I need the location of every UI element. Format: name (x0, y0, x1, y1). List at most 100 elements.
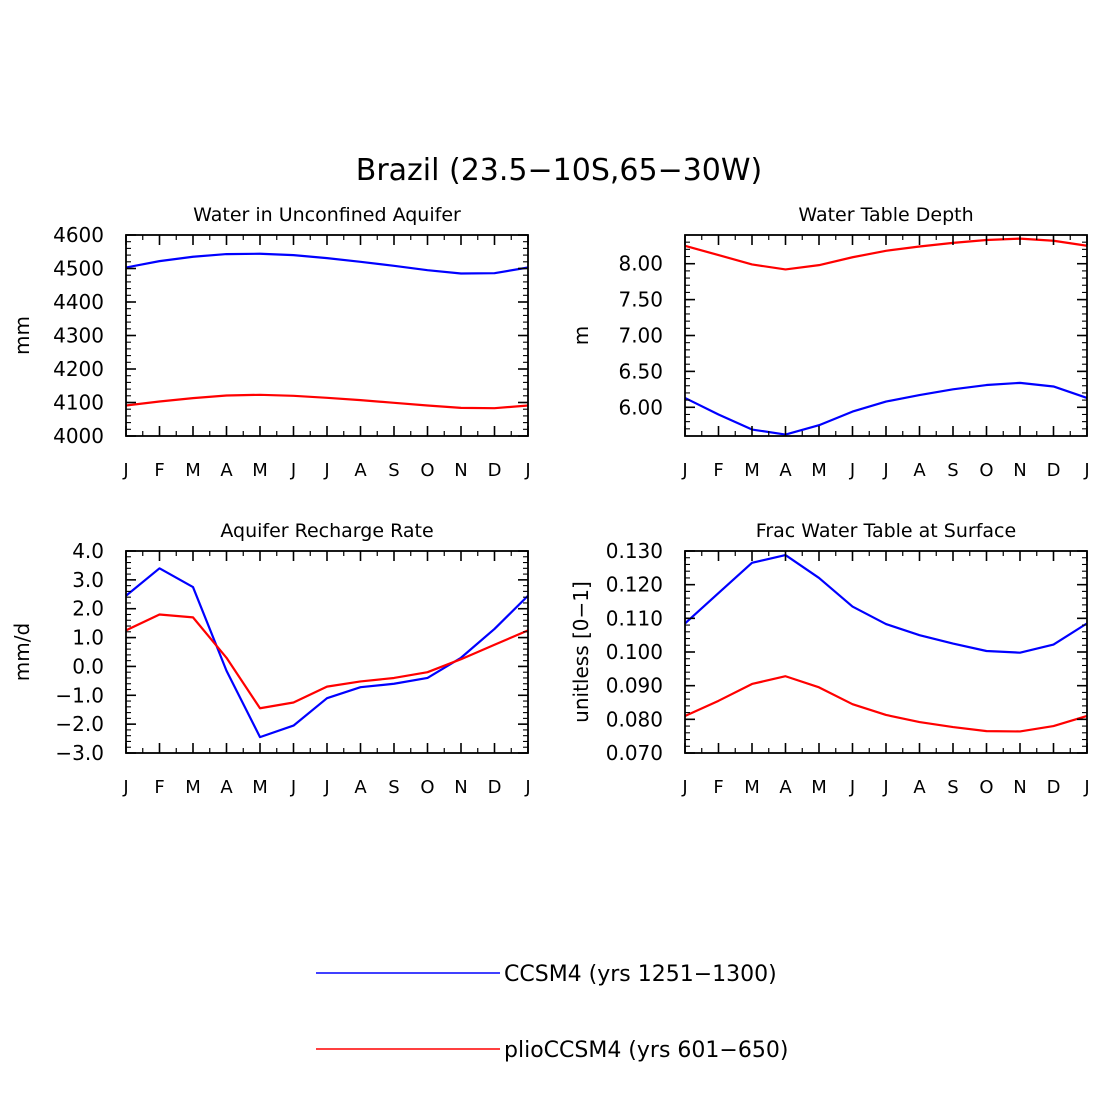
recharge-rate-xtick-label: J (524, 777, 530, 798)
frac-water-table-ytick-label: 0.120 (606, 573, 663, 597)
frac-water-table-xtick-label: S (947, 777, 958, 798)
recharge-rate-xtick-label: M (252, 777, 268, 798)
recharge-rate-title: Aquifer Recharge Rate (220, 520, 433, 542)
aquifer-water-title: Water in Unconfined Aquifer (193, 204, 461, 226)
frac-water-table-xtick-label: M (744, 777, 760, 798)
water-table-depth-ytick-label: 8.00 (618, 252, 663, 276)
water-table-depth-xtick-label: S (947, 460, 958, 481)
aquifer-water-ytick-label: 4600 (53, 223, 104, 247)
legend: CCSM4 (yrs 1251−1300) plioCCSM4 (yrs 601… (316, 962, 788, 1063)
recharge-rate-series-plio (125, 613, 529, 710)
aquifer-water-xtick-label: A (354, 460, 367, 481)
frac-water-table-series-plio (684, 675, 1088, 733)
aquifer-water-xtick-label: J (290, 460, 296, 481)
recharge-rate-xtick-label: M (185, 777, 201, 798)
water-table-depth-ytick-label: 6.50 (618, 359, 663, 383)
recharge-rate-xtick-label: J (290, 777, 296, 798)
aquifer-water-ytick-label: 4400 (53, 290, 104, 314)
recharge-rate-xtick-label: A (220, 777, 233, 798)
recharge-rate-xtick-label: J (323, 777, 329, 798)
recharge-rate-ytick-label: 2.0 (72, 597, 104, 621)
water-table-depth-xtick-label: N (1013, 460, 1026, 481)
frac-water-table-xtick-label: O (979, 777, 993, 798)
frac-water-table-ytick-label: 0.130 (606, 539, 663, 563)
aquifer-water-frame (125, 234, 529, 437)
water-table-depth-xtick-label: J (681, 460, 687, 481)
recharge-rate-ytick-label: −2.0 (55, 712, 104, 736)
aquifer-water-ytick-label: 4000 (53, 424, 104, 448)
frac-water-table-xtick-label: A (779, 777, 792, 798)
aquifer-water-ytick-label: 4300 (53, 324, 104, 348)
frac-water-table-ytick-label: 0.100 (606, 640, 663, 664)
recharge-rate-xtick-label: O (420, 777, 434, 798)
frac-water-table-xtick-label: N (1013, 777, 1026, 798)
aquifer-water-xtick-label: F (154, 460, 164, 481)
water-table-depth-xtick-label: J (882, 460, 888, 481)
aquifer-water-xtick-label: N (454, 460, 467, 481)
recharge-rate-ytick-label: 3.0 (72, 568, 104, 592)
frac-water-table-xtick-label: J (1083, 777, 1089, 798)
recharge-rate-ytick-label: −1.0 (55, 683, 104, 707)
aquifer-water-xtick-label: M (185, 460, 201, 481)
frac-water-table-xtick-label: F (713, 777, 723, 798)
aquifer-water-ytick-label: 4500 (53, 257, 104, 281)
aquifer-water-xtick-label: M (252, 460, 268, 481)
recharge-rate-ytick-label: 0.0 (72, 654, 104, 678)
frac-water-table-ytick-label: 0.080 (606, 707, 663, 731)
frac-water-table-ylabel: unitless [0−1] (569, 581, 593, 723)
frac-water-table-title: Frac Water Table at Surface (756, 520, 1016, 542)
aquifer-water-ytick-label: 4100 (53, 391, 104, 415)
water-table-depth-frame (684, 234, 1088, 437)
aquifer-water-xtick-label: J (122, 460, 128, 481)
recharge-rate-xtick-label: S (388, 777, 399, 798)
water-table-depth-xtick-label: M (744, 460, 760, 481)
aquifer-water-series-ccsm4 (125, 252, 529, 275)
frac-water-table-xtick-label: A (913, 777, 926, 798)
water-table-depth-xtick-label: F (713, 460, 723, 481)
frac-water-table-xtick-label: J (882, 777, 888, 798)
recharge-rate-xtick-label: D (488, 777, 502, 798)
frac-water-table-ytick-label: 0.070 (606, 741, 663, 765)
water-table-depth-ytick-label: 7.50 (618, 288, 663, 312)
frac-water-table-ytick-label: 0.110 (606, 606, 663, 630)
aquifer-water-ytick-label: 4200 (53, 357, 104, 381)
frac-water-table-xtick-label: J (681, 777, 687, 798)
water-table-depth-ytick-label: 7.00 (618, 324, 663, 348)
recharge-rate-series-ccsm4 (125, 567, 529, 739)
frac-water-table-ytick-label: 0.090 (606, 674, 663, 698)
aquifer-water-xtick-label: A (220, 460, 233, 481)
legend-label-plio: plioCCSM4 (yrs 601−650) (504, 1038, 788, 1063)
water-table-depth-xtick-label: A (913, 460, 926, 481)
water-table-depth-xtick-label: D (1047, 460, 1061, 481)
aquifer-water-ylabel: mm (10, 316, 34, 355)
recharge-rate-xtick-label: F (154, 777, 164, 798)
recharge-rate-ytick-label: −3.0 (55, 741, 104, 765)
frac-water-table-xtick-label: M (811, 777, 827, 798)
legend-label-ccsm4: CCSM4 (yrs 1251−1300) (504, 962, 777, 987)
frac-water-table-xtick-label: J (849, 777, 855, 798)
water-table-depth-xtick-label: A (779, 460, 792, 481)
recharge-rate-xtick-label: N (454, 777, 467, 798)
frac-water-table-series-ccsm4 (684, 553, 1088, 654)
water-table-depth-ytick-label: 6.00 (618, 395, 663, 419)
aquifer-water-xtick-label: O (420, 460, 434, 481)
aquifer-water-xtick-label: J (524, 460, 530, 481)
aquifer-water-xtick-label: J (323, 460, 329, 481)
water-table-depth-title: Water Table Depth (798, 204, 973, 226)
aquifer-water-xtick-label: D (488, 460, 502, 481)
frac-water-table-xtick-label: D (1047, 777, 1061, 798)
water-table-depth-xtick-label: O (979, 460, 993, 481)
recharge-rate-xtick-label: J (122, 777, 128, 798)
water-table-depth-xtick-label: J (1083, 460, 1089, 481)
recharge-rate-ytick-label: 1.0 (72, 626, 104, 650)
water-table-depth-ylabel: m (569, 326, 593, 345)
recharge-rate-xtick-label: A (354, 777, 367, 798)
recharge-rate-ylabel: mm/d (10, 623, 34, 681)
aquifer-water-xtick-label: S (388, 460, 399, 481)
aquifer-water-series-plio (125, 393, 529, 410)
